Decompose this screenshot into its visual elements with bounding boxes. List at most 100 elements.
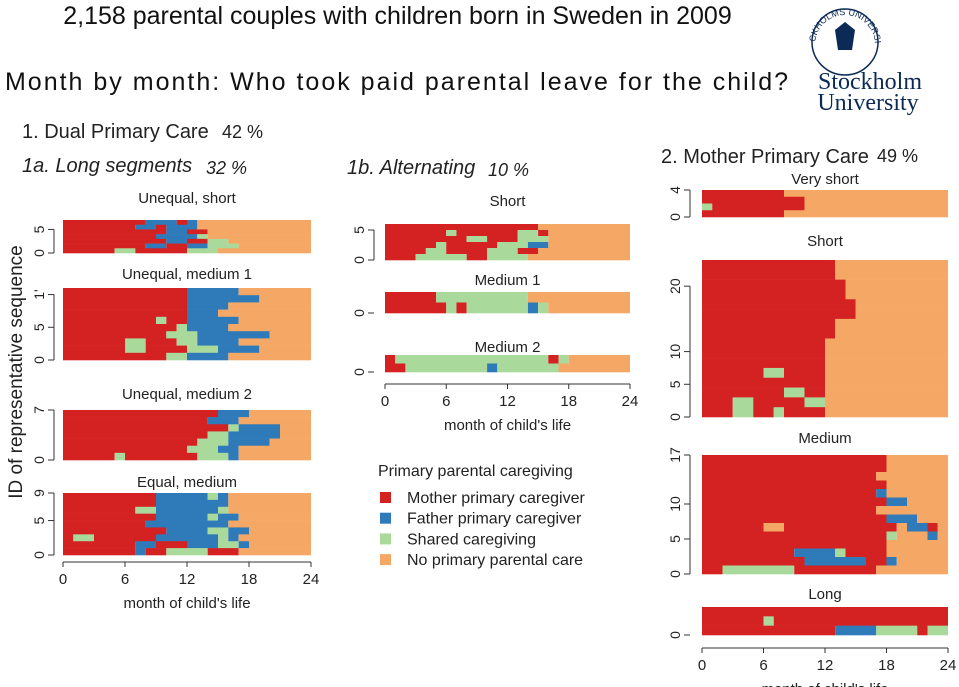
sequence-segment [63, 288, 187, 296]
sequence-segment [156, 506, 218, 514]
sequence-segment [187, 243, 208, 249]
sequence-segment [732, 397, 754, 408]
sequence-segment [228, 520, 311, 528]
sequence-segment [702, 279, 846, 290]
sequence-segment [280, 431, 311, 439]
sequence-segment [855, 309, 948, 320]
y-tick-label: 9 [31, 489, 47, 497]
panel-title: Unequal, medium 1 [122, 266, 252, 283]
sequence-segment [114, 248, 136, 254]
sequence-segment [538, 248, 630, 255]
sequence-segment [794, 548, 836, 558]
sequence-segment [385, 230, 447, 237]
x-tick-label: 0 [59, 571, 67, 588]
sequence-segment [218, 513, 239, 521]
sequence-segment [886, 514, 918, 524]
sequence-segment [825, 338, 948, 349]
sequence-segment [156, 513, 208, 521]
x-tick-label: 18 [560, 393, 577, 410]
sequence-segment [207, 417, 239, 425]
sequence-segment [784, 523, 897, 532]
sequence-segment [763, 616, 774, 626]
sequence-segment [228, 424, 239, 432]
sequence-segment [927, 523, 938, 532]
sequence-segment [197, 234, 208, 240]
sequence-segment [385, 292, 437, 303]
sequence-segment [187, 324, 229, 332]
sequence-segment [218, 345, 260, 354]
sequence-segment [156, 499, 229, 508]
sequence-segment [702, 625, 836, 636]
sequence-segment [886, 463, 948, 473]
sequence-segment [385, 355, 396, 364]
sequence-segment [238, 243, 311, 249]
sequence-segment [446, 248, 488, 255]
sequence-segment [176, 338, 198, 346]
sequence-segment [238, 452, 311, 461]
y-tick-label: 0 [351, 368, 367, 376]
sequence-segment [207, 527, 229, 535]
sequence-segment [145, 243, 167, 249]
sequence-segment [917, 514, 948, 524]
sequence-segment [702, 489, 877, 498]
sequence-segment [197, 220, 311, 226]
sequence-segment [732, 407, 754, 418]
sequence-segment [269, 438, 311, 447]
sequence-segment [63, 295, 187, 303]
x-tick-label: 0 [381, 393, 389, 410]
sequence-segment [855, 299, 948, 310]
sequence-segment [517, 248, 539, 255]
sequence-segment [238, 424, 280, 432]
sequence-segment [207, 513, 218, 521]
sequence-segment [166, 316, 187, 325]
sequence-segment [187, 309, 218, 318]
sequence-segment [63, 234, 156, 240]
sequence-segment [156, 541, 187, 549]
sequence-segment [228, 493, 311, 501]
x-tick-label: 24 [303, 571, 320, 588]
sequence-segment [927, 531, 938, 541]
sequence-segment [228, 452, 239, 461]
sequence-segment [259, 295, 311, 303]
sequence-segment [187, 288, 239, 296]
x-tick-label: 18 [878, 657, 895, 674]
sequence-segment [187, 229, 208, 235]
panel-title: Short [490, 193, 527, 210]
sequence-segment [218, 410, 249, 418]
sequence-segment [527, 242, 549, 249]
sequence-segment [845, 548, 887, 558]
sequence-segment [166, 331, 198, 339]
sequence-segment [385, 254, 416, 261]
x-tick-label: 24 [622, 393, 639, 410]
y-tick-label: 0 [351, 309, 367, 317]
sequence-segment [135, 548, 146, 556]
sequence-segment [702, 299, 856, 310]
sequence-segment [702, 309, 856, 320]
sequence-segment [197, 331, 270, 339]
sequence-segment [886, 497, 907, 507]
sequence-segment [166, 224, 198, 230]
sequence-segment [228, 238, 311, 244]
sequence-segment [207, 243, 239, 249]
sequence-segment [558, 363, 630, 373]
y-tick-label: 0 [667, 631, 683, 639]
sequence-segment [825, 367, 948, 379]
sequence-segment [466, 236, 488, 243]
sequence-segment [63, 220, 146, 226]
panel-title: Very short [791, 171, 859, 188]
y-tick-label: 20 [667, 278, 683, 294]
sequence-segment [446, 242, 498, 249]
sequence-segment [187, 248, 218, 254]
section-share: 42 % [222, 122, 263, 142]
x-tick-label: 12 [179, 571, 196, 588]
sequence-segment [487, 236, 518, 243]
sequence-segment [218, 309, 311, 318]
sequence-segment [187, 302, 229, 310]
sequence-segment [702, 210, 784, 218]
sequence-segment [218, 493, 229, 501]
sequence-segment [187, 295, 260, 303]
sequence-segment [228, 352, 311, 361]
sequence-segment [63, 345, 125, 354]
y-axis-label: ID of representative sequence [6, 245, 27, 499]
x-tick-label: 6 [442, 393, 450, 410]
